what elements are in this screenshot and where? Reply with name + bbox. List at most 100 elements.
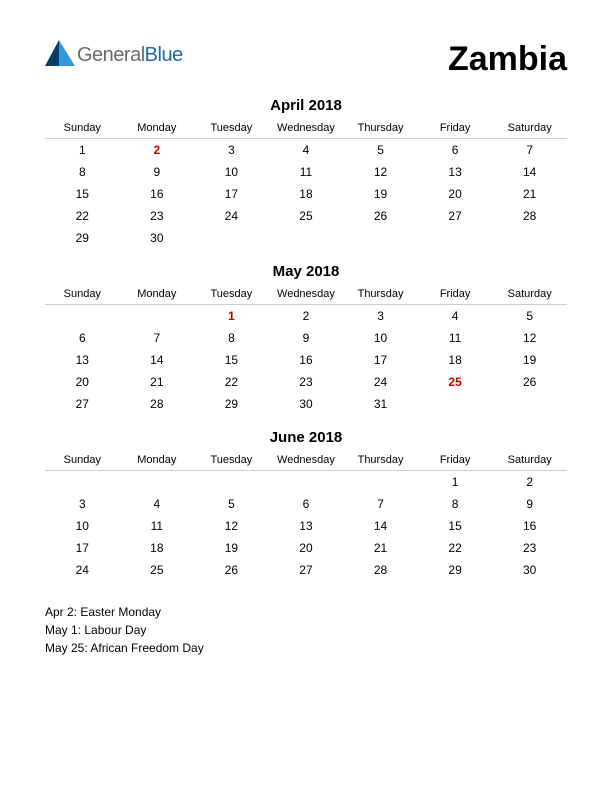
calendar-cell: 25 (418, 371, 493, 393)
calendar-cell: 20 (418, 183, 493, 205)
logo-text: GeneralBlue (77, 44, 183, 67)
calendar-cell: 8 (418, 493, 493, 515)
calendar-row: 13141516171819 (45, 349, 567, 371)
calendar-cell: 3 (194, 139, 269, 162)
calendar-cell: 21 (343, 537, 418, 559)
calendar-cell: 3 (343, 305, 418, 328)
calendar-cell: 19 (194, 537, 269, 559)
calendar-cell: 31 (343, 393, 418, 415)
calendar-cell (418, 227, 493, 249)
calendar-cell (45, 305, 120, 328)
day-header: Saturday (492, 118, 567, 139)
calendar-cell: 18 (120, 537, 195, 559)
calendar-row: 20212223242526 (45, 371, 567, 393)
calendar-cell: 13 (45, 349, 120, 371)
calendar-cell: 15 (45, 183, 120, 205)
calendar-cell: 5 (194, 493, 269, 515)
calendar-row: 6789101112 (45, 327, 567, 349)
calendar-cell: 23 (269, 371, 344, 393)
holidays-list: Apr 2: Easter MondayMay 1: Labour DayMay… (45, 603, 567, 657)
day-header: Sunday (45, 284, 120, 305)
calendar-row: 2930 (45, 227, 567, 249)
calendar-cell: 12 (194, 515, 269, 537)
calendar-cell: 28 (343, 559, 418, 581)
calendar-row: 2728293031 (45, 393, 567, 415)
calendar-cell: 14 (343, 515, 418, 537)
calendar-cell: 2 (492, 471, 567, 494)
header: GeneralBlue Zambia (45, 40, 567, 79)
calendar-cell: 26 (194, 559, 269, 581)
calendar-row: 3456789 (45, 493, 567, 515)
day-header: Tuesday (194, 118, 269, 139)
calendar-cell: 5 (343, 139, 418, 162)
calendar-cell: 30 (120, 227, 195, 249)
calendar-cell: 23 (492, 537, 567, 559)
calendar-row: 15161718192021 (45, 183, 567, 205)
calendar-cell: 17 (343, 349, 418, 371)
calendar-cell: 28 (492, 205, 567, 227)
calendar-cell: 1 (194, 305, 269, 328)
day-header: Tuesday (194, 284, 269, 305)
calendar-cell: 7 (343, 493, 418, 515)
day-header: Saturday (492, 284, 567, 305)
calendar-cell: 10 (343, 327, 418, 349)
calendar-cell: 5 (492, 305, 567, 328)
day-header: Wednesday (269, 118, 344, 139)
calendar-cell: 29 (194, 393, 269, 415)
logo: GeneralBlue (45, 40, 183, 71)
holiday-line: May 25: African Freedom Day (45, 639, 567, 657)
day-header: Thursday (343, 450, 418, 471)
day-header: Monday (120, 450, 195, 471)
month-title: June 2018 (45, 429, 567, 446)
calendar-cell: 6 (45, 327, 120, 349)
calendar-table: SundayMondayTuesdayWednesdayThursdayFrid… (45, 118, 567, 249)
day-header: Monday (120, 284, 195, 305)
holiday-line: Apr 2: Easter Monday (45, 603, 567, 621)
calendar-cell: 9 (120, 161, 195, 183)
calendar-cell: 4 (269, 139, 344, 162)
calendar-cell: 14 (492, 161, 567, 183)
calendar-cell (269, 471, 344, 494)
calendar-cell: 2 (269, 305, 344, 328)
calendar-cell: 21 (120, 371, 195, 393)
calendar-cell: 23 (120, 205, 195, 227)
day-header: Friday (418, 284, 493, 305)
calendar-cell: 20 (269, 537, 344, 559)
calendar-cell: 8 (45, 161, 120, 183)
calendar-cell: 10 (45, 515, 120, 537)
calendar-month: June 2018 SundayMondayTuesdayWednesdayThu… (45, 429, 567, 581)
calendar-cell: 7 (492, 139, 567, 162)
holiday-line: May 1: Labour Day (45, 621, 567, 639)
calendar-cell (492, 227, 567, 249)
calendar-cell: 22 (194, 371, 269, 393)
calendar-cell: 16 (120, 183, 195, 205)
calendar-month: April 2018SundayMondayTuesdayWednesdayTh… (45, 97, 567, 249)
calendar-cell: 29 (45, 227, 120, 249)
calendar-cell (194, 227, 269, 249)
calendar-cell: 1 (45, 139, 120, 162)
calendar-cell: 12 (343, 161, 418, 183)
calendar-cell: 18 (269, 183, 344, 205)
logo-text-general: General (77, 44, 145, 66)
calendar-cell (194, 471, 269, 494)
country-title: Zambia (448, 40, 567, 79)
calendar-cell: 4 (418, 305, 493, 328)
calendar-cell: 27 (418, 205, 493, 227)
calendar-cell: 22 (418, 537, 493, 559)
calendar-cell: 6 (269, 493, 344, 515)
calendar-cell (269, 227, 344, 249)
calendar-row: 22232425262728 (45, 205, 567, 227)
calendar-cell: 1 (418, 471, 493, 494)
calendar-cell (343, 471, 418, 494)
calendar-cell: 26 (492, 371, 567, 393)
calendar-cell: 10 (194, 161, 269, 183)
day-header: Sunday (45, 450, 120, 471)
calendar-cell: 11 (269, 161, 344, 183)
calendar-cell: 30 (492, 559, 567, 581)
calendar-cell: 17 (194, 183, 269, 205)
calendar-cell (120, 305, 195, 328)
calendar-cell: 27 (45, 393, 120, 415)
calendar-table: SundayMondayTuesdayWednesdayThursdayFrid… (45, 284, 567, 415)
calendar-cell: 6 (418, 139, 493, 162)
calendar-table: SundayMondayTuesdayWednesdayThursdayFrid… (45, 450, 567, 581)
